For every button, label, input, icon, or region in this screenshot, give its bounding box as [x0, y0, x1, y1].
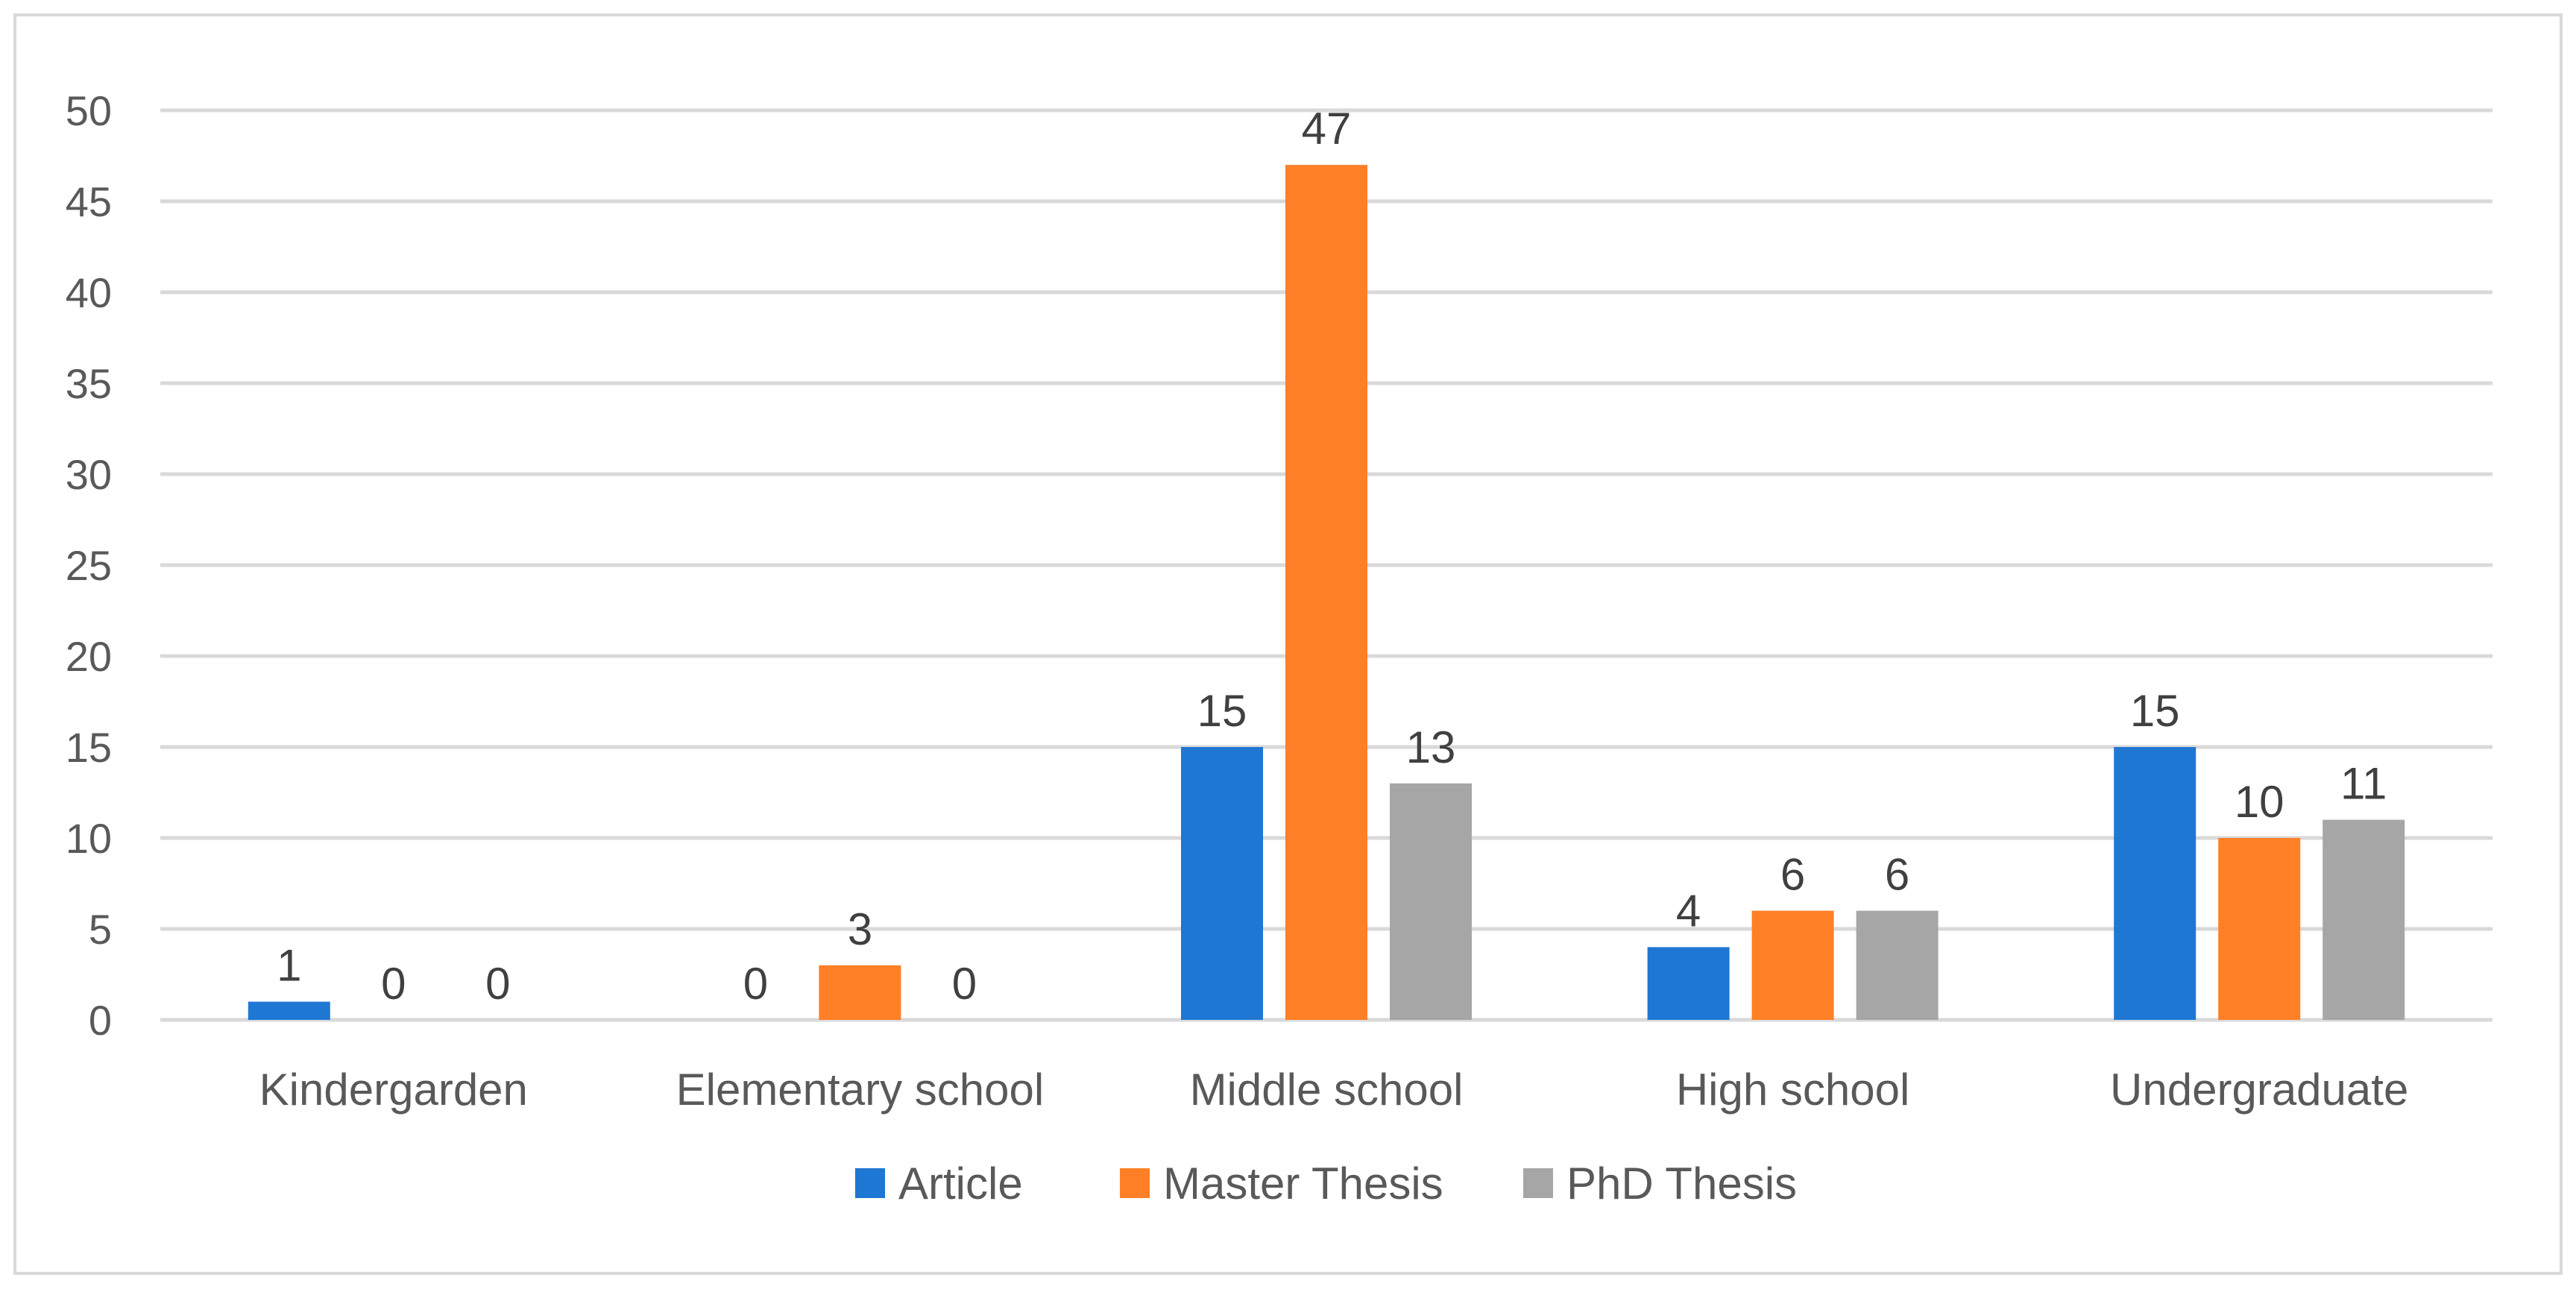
y-tick-label: 45 [66, 178, 112, 225]
data-label: 0 [381, 959, 406, 1009]
x-axis-category-labels: Kindergarden Elementary school Middle scho… [259, 1065, 2409, 1115]
legend-label: PhD Thesis [1566, 1159, 1797, 1209]
category-label: High school [1676, 1065, 1910, 1115]
y-tick-label: 10 [66, 815, 112, 862]
bar [248, 1001, 330, 1020]
category-label: Undergraduate [2110, 1065, 2408, 1115]
category-label: Middle school [1190, 1065, 1464, 1115]
legend-swatch [855, 1168, 885, 1198]
data-label: 47 [1302, 104, 1352, 154]
data-label: 15 [2130, 686, 2180, 736]
y-tick-label: 25 [66, 542, 112, 589]
data-label: 6 [1885, 850, 1909, 900]
bar [819, 965, 901, 1020]
bar [1285, 165, 1367, 1021]
data-label: 4 [1676, 886, 1701, 936]
legend-swatch [1523, 1168, 1553, 1198]
legend-label: Article [898, 1159, 1023, 1209]
bar [2323, 819, 2405, 1020]
y-tick-label: 35 [66, 360, 112, 407]
data-label: 1 [277, 941, 301, 991]
bar [1856, 910, 1939, 1020]
bar [1390, 783, 1472, 1020]
legend-label: Master Thesis [1163, 1159, 1443, 1209]
data-label: 15 [1197, 686, 1247, 736]
data-label: 13 [1406, 722, 1456, 772]
category-label: Elementary school [676, 1065, 1045, 1115]
bar [1751, 910, 1834, 1020]
y-tick-label: 15 [66, 724, 112, 771]
y-tick-label: 30 [66, 451, 112, 498]
y-tick-label: 40 [66, 269, 112, 316]
bar [1181, 747, 1263, 1020]
y-tick-label: 20 [66, 633, 112, 680]
category-label: Kindergarden [259, 1065, 528, 1115]
data-label: 0 [952, 959, 977, 1009]
data-label: 0 [485, 959, 510, 1009]
y-axis-tick-labels: 0 5 10 15 20 25 30 35 40 45 50 [66, 87, 112, 1044]
y-tick-label: 5 [89, 906, 112, 953]
bars [248, 165, 2405, 1021]
data-label: 11 [2340, 759, 2387, 809]
bar [2114, 747, 2196, 1020]
y-tick-label: 0 [89, 997, 112, 1044]
bar [1647, 947, 1730, 1020]
legend-swatch [1120, 1168, 1150, 1198]
data-label: 3 [848, 904, 872, 954]
legend: Article Master Thesis PhD Thesis [855, 1159, 1797, 1209]
bar [2218, 838, 2301, 1020]
data-label: 6 [1780, 850, 1805, 900]
y-tick-label: 50 [66, 87, 112, 134]
data-label: 10 [2235, 777, 2284, 827]
data-label: 0 [743, 959, 768, 1009]
